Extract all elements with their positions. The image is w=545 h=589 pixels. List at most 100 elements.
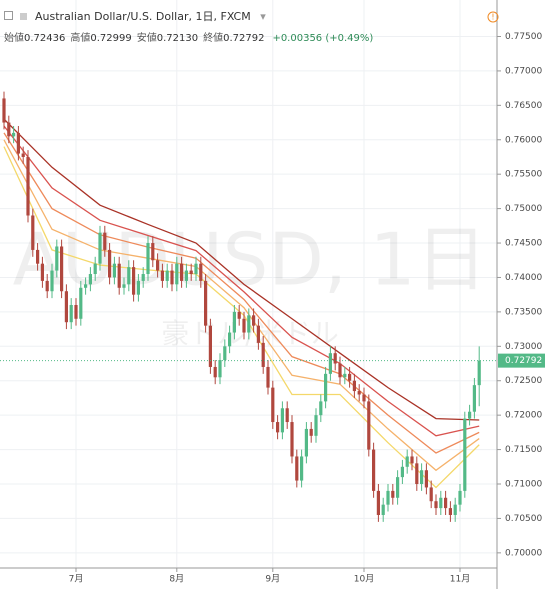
candle-body: [319, 401, 323, 416]
menu-icon[interactable]: ▾: [260, 10, 266, 23]
candle-body: [362, 394, 366, 402]
candle-body: [304, 428, 308, 457]
y-tick-label: 0.73000: [505, 342, 542, 352]
candle-body: [189, 270, 193, 275]
y-tick-label: 0.74000: [505, 273, 542, 283]
candle-body: [391, 490, 395, 498]
candle-body: [439, 497, 443, 509]
candle-body: [247, 315, 251, 333]
candle-body: [400, 466, 404, 478]
change: +0.00356 (+0.49%): [272, 33, 374, 44]
candle-body: [218, 360, 222, 378]
alert-icon-mark: !: [491, 13, 494, 22]
candle-body: [352, 380, 356, 392]
candle-body: [160, 270, 164, 281]
candle-body: [415, 463, 419, 485]
candle-body: [204, 280, 208, 326]
candle-body: [468, 411, 472, 419]
candle-body: [285, 408, 289, 423]
candle-body: [357, 391, 361, 395]
x-tick-label: 7月: [69, 574, 84, 585]
candle-body: [256, 325, 260, 343]
ohlc-value: 0.72436: [24, 33, 66, 44]
y-tick-label: 0.75000: [505, 204, 542, 214]
ohlc-label: 安値: [136, 33, 157, 44]
last-price-badge: [498, 353, 545, 368]
candle-body: [242, 318, 246, 333]
candle-body: [108, 249, 112, 278]
candle-body: [112, 263, 116, 278]
candle-body: [458, 490, 462, 505]
candle-body: [237, 311, 241, 319]
candle-body: [103, 232, 107, 250]
candle-body: [93, 263, 97, 275]
candle-body: [309, 428, 313, 436]
candle-body: [376, 490, 380, 515]
candle-body: [136, 280, 140, 295]
y-tick-label: 0.72000: [505, 411, 542, 421]
ribbon-line: [3, 125, 480, 437]
candle-body: [420, 470, 424, 485]
series-icon[interactable]: [19, 13, 27, 20]
candle-body: [300, 456, 304, 481]
candle-body: [386, 490, 390, 505]
watermark: AUDUSD, 1日: [13, 218, 488, 302]
y-tick-label: 0.75500: [505, 170, 542, 180]
x-tick-label: 10月: [354, 574, 374, 585]
candle-body: [117, 263, 121, 288]
candle-body: [64, 291, 68, 323]
candle-body: [16, 132, 20, 154]
candle-body: [88, 274, 92, 285]
candle-body: [194, 263, 198, 275]
y-tick-label: 0.70500: [505, 514, 542, 524]
candle-body: [328, 353, 332, 374]
ribbon-line: [3, 132, 480, 454]
candle-body: [348, 373, 352, 381]
candle-body: [2, 98, 6, 123]
ohlc-label: 高値: [70, 33, 91, 44]
candle-body: [448, 508, 452, 515]
candle-body: [333, 353, 337, 364]
alert-icon[interactable]: [487, 11, 499, 23]
candle-body: [26, 156, 30, 216]
candle-body: [74, 304, 78, 319]
candle-body: [472, 385, 476, 412]
candle-body: [122, 284, 126, 288]
candle-body: [228, 332, 232, 347]
y-tick-label: 0.72500: [505, 376, 542, 386]
y-tick-label: 0.71500: [505, 445, 542, 455]
candle-body: [324, 373, 328, 402]
candle-body: [21, 153, 25, 157]
candle-body: [165, 270, 169, 281]
x-tick-label: 11月: [450, 574, 470, 585]
ribbons: [3, 118, 480, 489]
candle-body: [7, 122, 11, 137]
ohlc-label: 終値: [203, 33, 224, 44]
ohlc-label: 始値: [4, 33, 24, 44]
candle-body: [396, 477, 400, 498]
candle-body: [151, 243, 155, 261]
candle-body: [31, 215, 35, 250]
candle-body: [429, 487, 433, 502]
last-price-label: 0.72792: [505, 356, 542, 366]
candle-body: [199, 263, 203, 281]
candle-body: [180, 263, 184, 281]
x-tick-label: 8月: [169, 574, 184, 585]
candle-body: [463, 418, 467, 491]
candle-body: [434, 501, 438, 509]
y-tick-label: 0.74500: [505, 239, 542, 249]
candle-body: [252, 315, 256, 326]
candle-body: [127, 267, 131, 285]
collapse-icon[interactable]: [4, 11, 13, 20]
candle-body: [314, 415, 318, 436]
candle-body: [410, 456, 414, 464]
candle-body: [50, 270, 54, 292]
candle-body: [132, 267, 136, 295]
candle-body: [98, 232, 102, 264]
candle-body: [12, 132, 16, 137]
ohlc-value: 0.72999: [90, 33, 132, 44]
legend-title-row: Australian Dollar/U.S. Dollar, 1日, FXCM …: [4, 8, 373, 24]
candle-body: [141, 274, 145, 281]
